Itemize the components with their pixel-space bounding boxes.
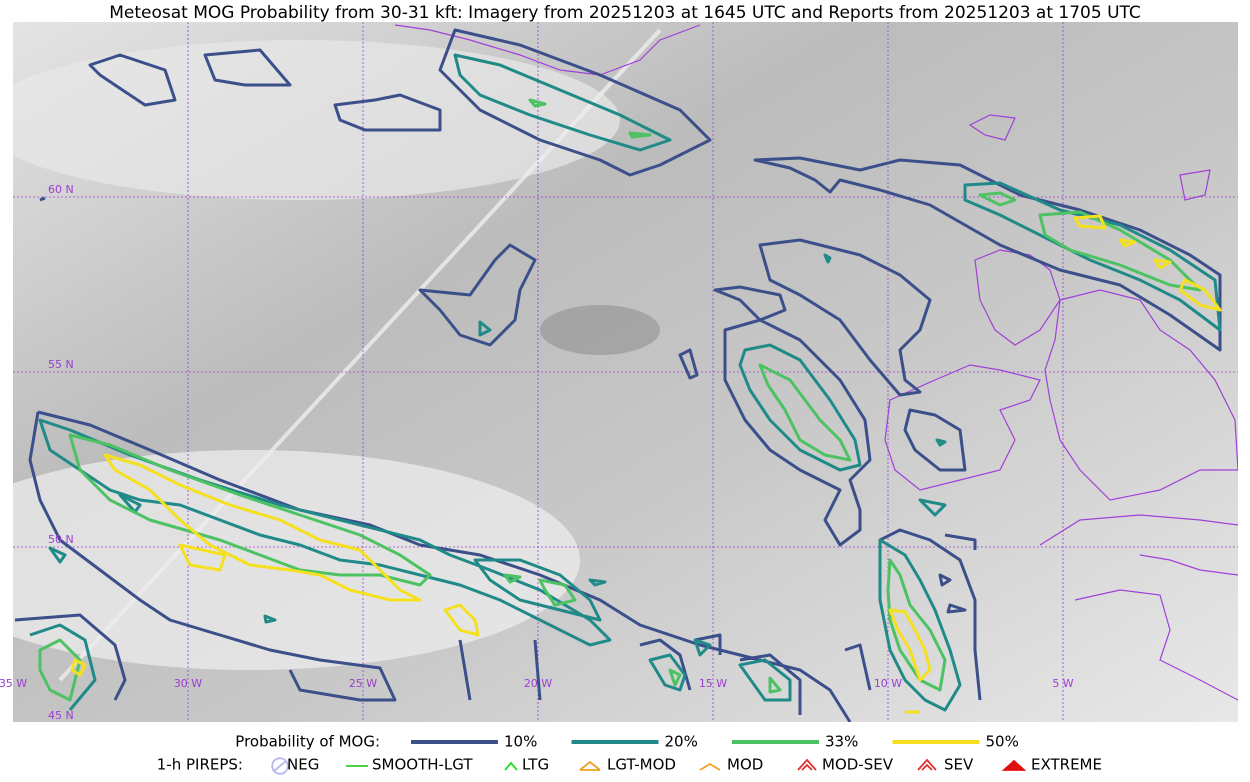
legend-label: 33% xyxy=(825,733,858,751)
latitude-label: 60 N xyxy=(48,183,74,196)
contour xyxy=(29,53,1222,712)
pirep-icon xyxy=(797,758,817,771)
title: Meteosat MOG Probability from 30-31 kft:… xyxy=(109,3,1141,23)
map-labels: 60 N 55 N 50 N 45 N 35 W 30 W 25 W 20 W 15 W 10 W… xyxy=(0,183,1074,722)
pirep-icon xyxy=(579,760,601,771)
legend-label: 20% xyxy=(665,733,698,751)
latitude-label: 45 N xyxy=(48,709,74,722)
contour xyxy=(70,214,1222,714)
longitude-label: 15 W xyxy=(699,677,727,690)
longitude-label: 35 W xyxy=(0,677,27,690)
latitude-label: 50 N xyxy=(48,533,74,546)
coastlines xyxy=(394,24,1238,701)
longitude-label: 25 W xyxy=(349,677,377,690)
legend-label: LTG xyxy=(522,756,549,774)
legend-label: SEV xyxy=(944,756,974,774)
latitude-label: 55 N xyxy=(48,358,74,371)
longitude-label: 5 W xyxy=(1052,677,1073,690)
pirep-icon xyxy=(271,757,289,775)
legend-label: 50% xyxy=(986,733,1019,751)
pirep-icon xyxy=(1001,759,1027,771)
legend-label: MOD-SEV xyxy=(822,756,894,774)
legend-label: 10% xyxy=(504,733,537,751)
longitude-label: 20 W xyxy=(524,677,552,690)
legend-label: NEG xyxy=(287,756,319,774)
legend-label: LGT-MOD xyxy=(607,756,676,774)
map xyxy=(13,22,1238,722)
pirep-icon xyxy=(699,762,721,771)
legend-label: EXTREME xyxy=(1031,756,1102,774)
contour xyxy=(14,28,1222,722)
legend-label: SMOOTH-LGT xyxy=(372,756,473,774)
legend-label: MOD xyxy=(727,756,763,774)
pirep-icon xyxy=(504,761,518,771)
legend: Probability of MOG: 10% 20% 33% 50% 1-h PIREP… xyxy=(157,733,1102,775)
longitude-label: 10 W xyxy=(874,677,902,690)
legend-title: Probability of MOG: xyxy=(235,733,380,751)
pirep-icon xyxy=(917,758,937,771)
contours xyxy=(14,28,1222,722)
longitude-label: 30 W xyxy=(174,677,202,690)
contour xyxy=(38,98,1202,702)
legend-title: 1-h PIREPS: xyxy=(157,756,243,774)
